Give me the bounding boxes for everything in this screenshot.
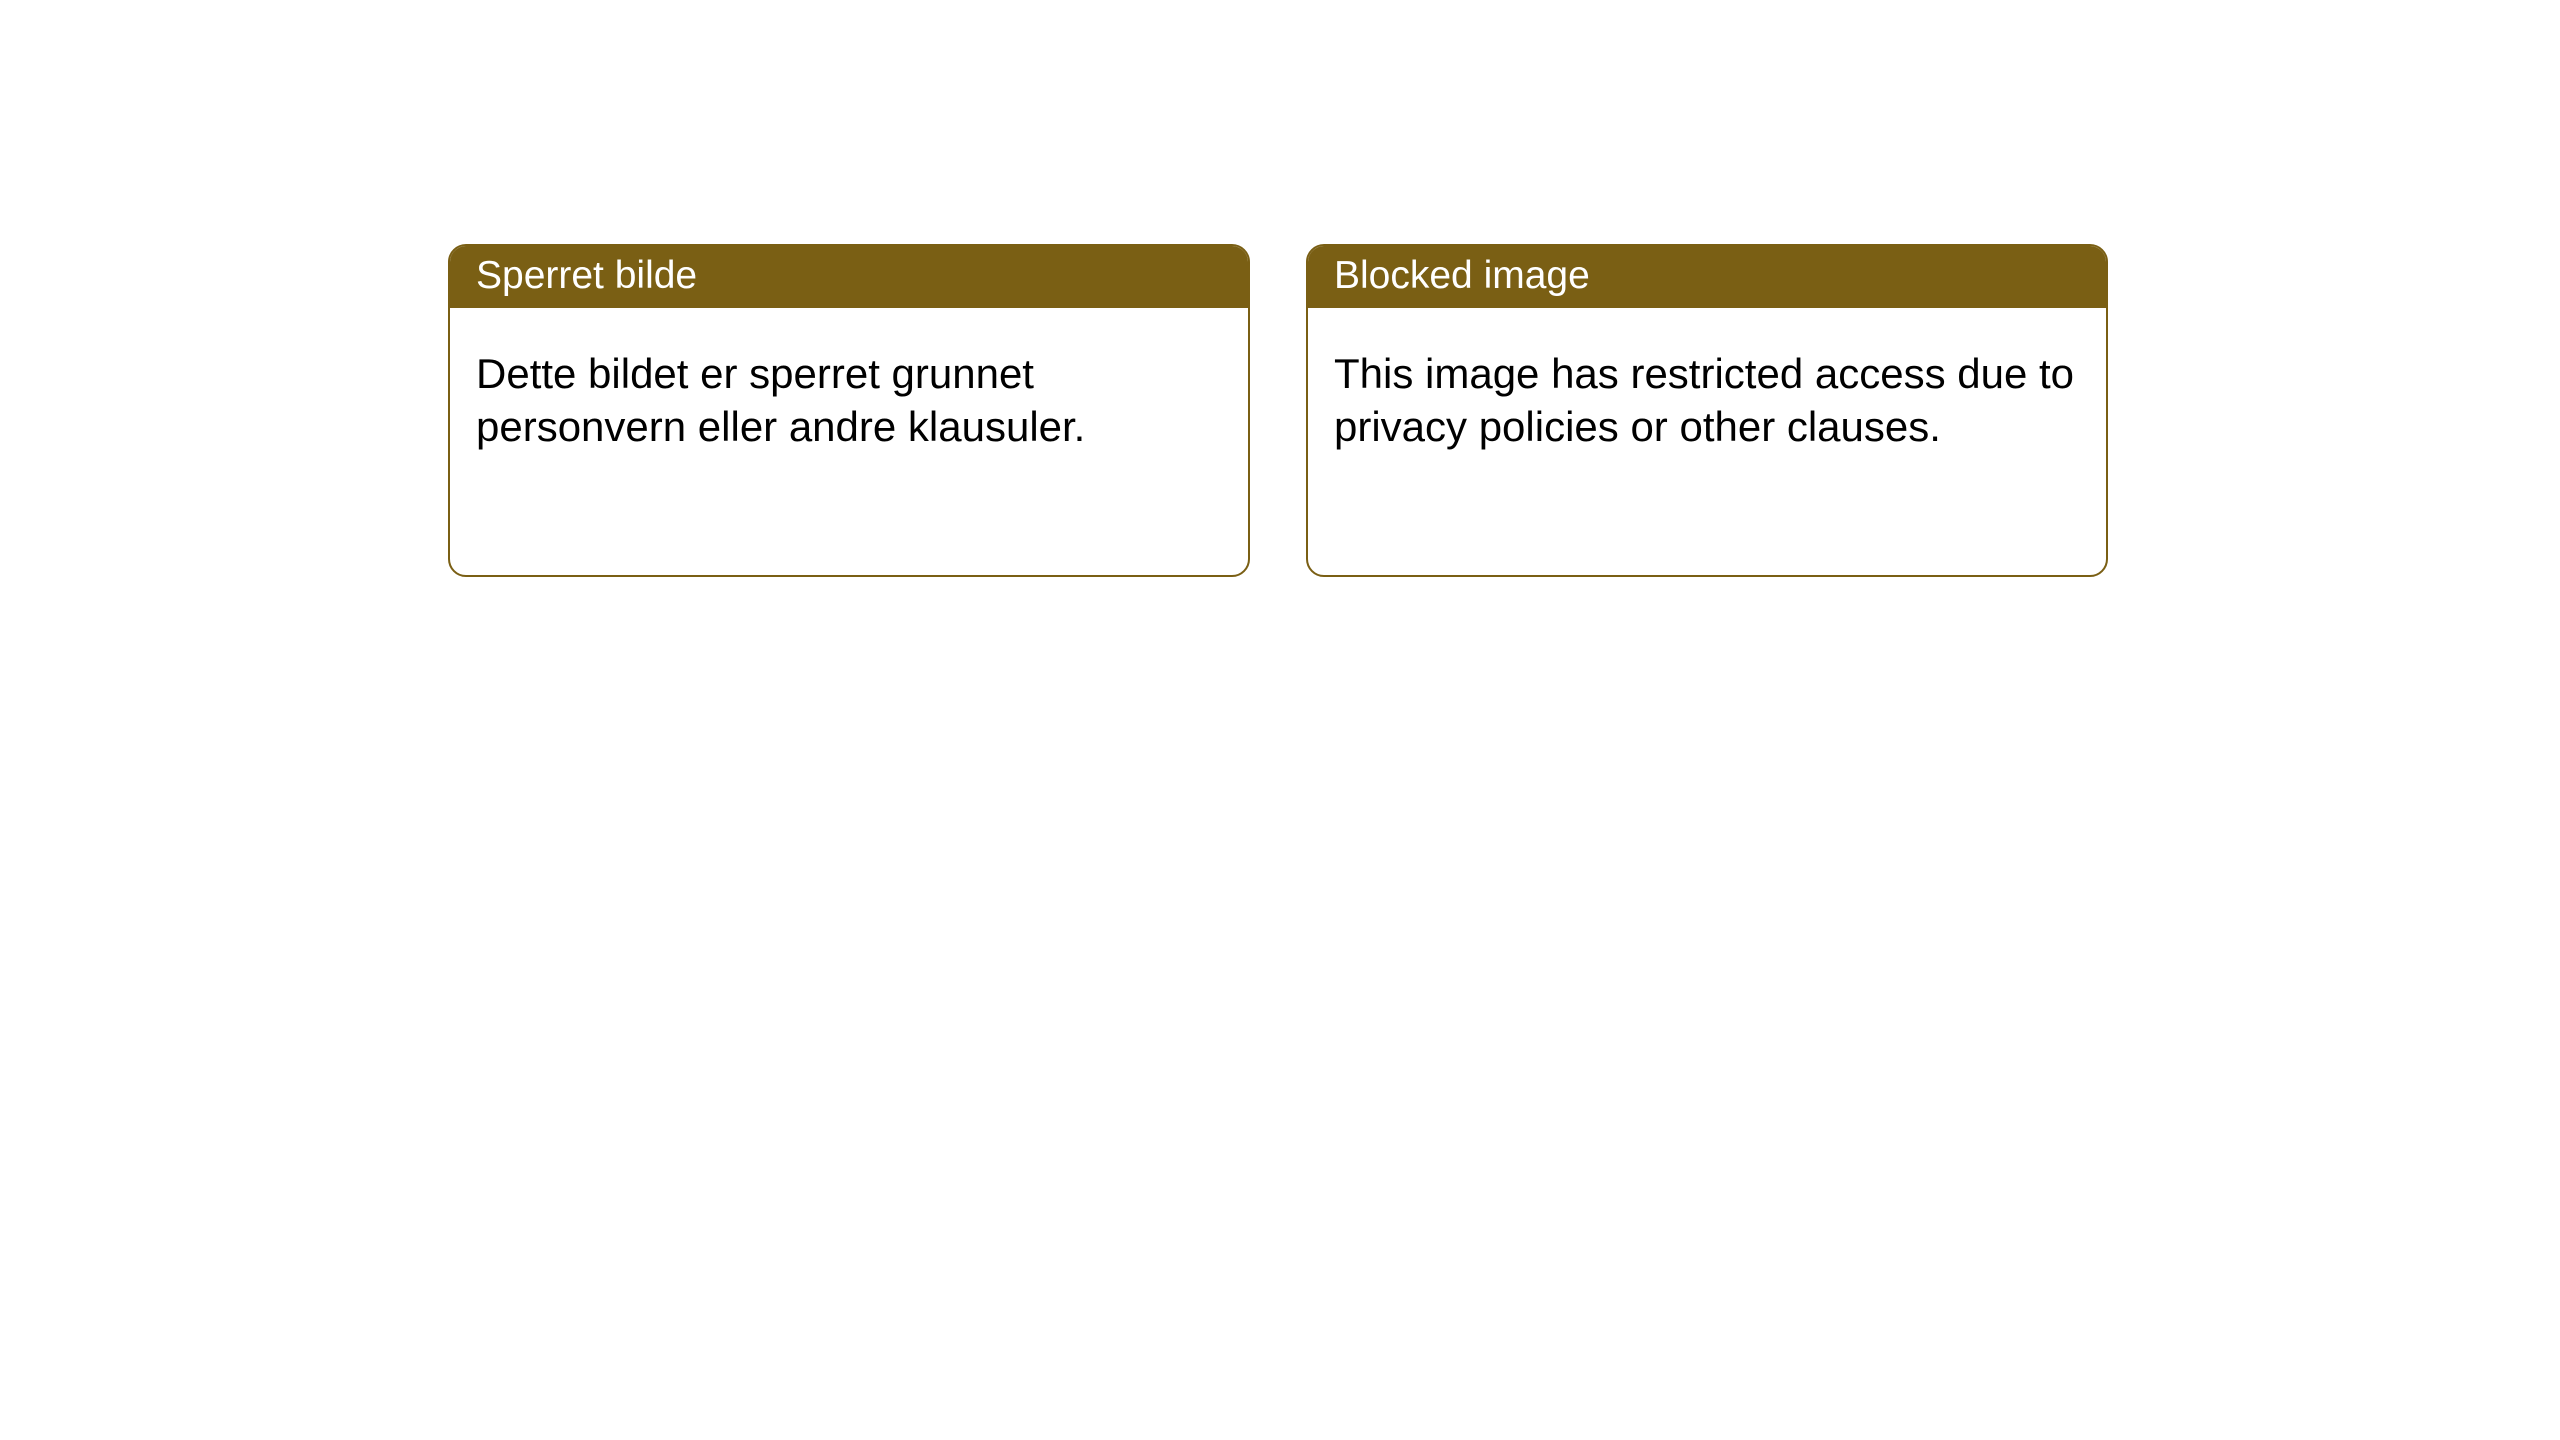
notice-card-norwegian: Sperret bilde Dette bildet er sperret gr… xyxy=(448,244,1250,577)
notice-header-english: Blocked image xyxy=(1308,246,2106,308)
notice-container: Sperret bilde Dette bildet er sperret gr… xyxy=(0,0,2560,577)
notice-body-english: This image has restricted access due to … xyxy=(1308,308,2106,479)
notice-card-english: Blocked image This image has restricted … xyxy=(1306,244,2108,577)
notice-header-norwegian: Sperret bilde xyxy=(450,246,1248,308)
notice-body-norwegian: Dette bildet er sperret grunnet personve… xyxy=(450,308,1248,479)
